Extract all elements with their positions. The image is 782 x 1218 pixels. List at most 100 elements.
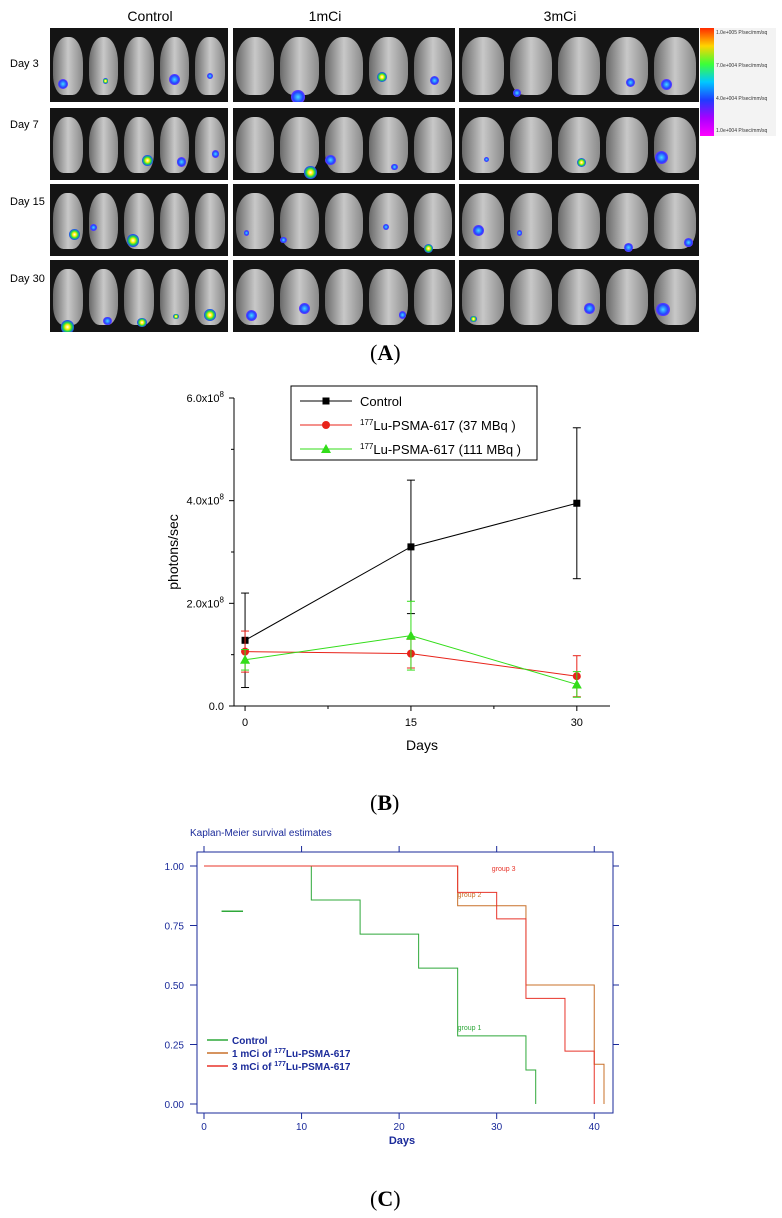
legend-label: Control bbox=[232, 1036, 268, 1047]
signal-spot bbox=[206, 72, 214, 80]
signal-spot bbox=[470, 315, 477, 323]
mouse-silhouette bbox=[413, 268, 452, 325]
signal-spot bbox=[126, 234, 140, 247]
curve-label: group 1 bbox=[458, 1025, 482, 1032]
signal-spot bbox=[516, 230, 523, 236]
y-tick-label: 0.25 bbox=[165, 1041, 185, 1052]
mouse-silhouette bbox=[369, 116, 408, 173]
signal-spot bbox=[103, 316, 112, 326]
signal-spot bbox=[280, 237, 287, 244]
panel-label-b: (B) bbox=[370, 790, 400, 815]
y-tick-label: 0.50 bbox=[165, 981, 185, 992]
curve-label: group 2 bbox=[458, 892, 482, 899]
x-tick-label: 40 bbox=[589, 1122, 601, 1133]
panel-label-c: (C) bbox=[370, 1186, 401, 1211]
legend-label: 177Lu-PSMA-617 (111 MBq ) bbox=[360, 442, 521, 457]
x-tick-label: 10 bbox=[296, 1122, 308, 1133]
row-label-day3: Day 3 bbox=[10, 58, 39, 70]
signal-spot bbox=[169, 73, 181, 85]
x-tick-label: 20 bbox=[394, 1122, 406, 1133]
signal-spot bbox=[577, 157, 587, 167]
panel-a-imaging: Control 1mCi 3mCi Day 3 Day 7 Day 15 Day… bbox=[0, 0, 782, 365]
data-point bbox=[571, 679, 582, 689]
mouse-silhouette bbox=[510, 268, 552, 325]
signal-spot bbox=[623, 243, 633, 253]
x-tick-label: 15 bbox=[405, 717, 417, 729]
mouse-silhouette bbox=[324, 192, 364, 249]
mouse-silhouette bbox=[462, 116, 504, 173]
y-axis-label: photons/sec bbox=[165, 514, 181, 590]
mouse-silhouette bbox=[324, 268, 364, 325]
signal-spot bbox=[429, 76, 439, 86]
mouse-silhouette bbox=[510, 192, 552, 249]
mouse-image-cell bbox=[50, 260, 228, 332]
mouse-silhouette bbox=[236, 36, 275, 95]
mouse-image-cell bbox=[459, 28, 699, 102]
x-tick-label: 0 bbox=[242, 717, 248, 729]
mouse-silhouette bbox=[280, 116, 319, 173]
signal-spot bbox=[584, 303, 595, 314]
signal-spot bbox=[57, 78, 68, 89]
legend-box bbox=[290, 385, 538, 461]
row-label-day15: Day 15 bbox=[10, 196, 45, 208]
signal-spot bbox=[102, 77, 109, 84]
signal-spot bbox=[90, 224, 97, 231]
mouse-silhouette bbox=[280, 268, 319, 325]
signal-spot bbox=[245, 309, 258, 322]
signal-spot bbox=[660, 78, 672, 90]
mouse-silhouette bbox=[369, 192, 408, 249]
curve-label: group 3 bbox=[492, 866, 516, 873]
mouse-image-cell bbox=[233, 260, 455, 332]
column-header-3mci: 3mCi bbox=[543, 8, 577, 24]
x-tick-label: 30 bbox=[571, 717, 583, 729]
x-tick-label: 30 bbox=[491, 1122, 503, 1133]
chart-title: Kaplan-Meier survival estimates bbox=[190, 828, 332, 839]
mouse-silhouette bbox=[159, 36, 190, 95]
mouse-silhouette bbox=[236, 116, 275, 173]
y-tick-label: 0.00 bbox=[165, 1100, 185, 1111]
mouse-silhouette bbox=[124, 268, 154, 325]
y-tick-label: 1.00 bbox=[165, 862, 185, 873]
mouse-image-cell bbox=[459, 260, 699, 332]
signal-spot bbox=[68, 228, 81, 240]
scale-label: 4.0e+004 P/sec/mm/sq bbox=[716, 96, 768, 102]
signal-spot bbox=[473, 225, 484, 237]
data-point bbox=[240, 654, 251, 664]
mouse-silhouette bbox=[124, 36, 154, 95]
mouse-silhouette bbox=[88, 116, 119, 173]
mouse-silhouette bbox=[88, 268, 119, 325]
series-2 bbox=[240, 600, 582, 698]
signal-spot bbox=[390, 163, 398, 171]
mouse-silhouette bbox=[236, 192, 275, 249]
data-point bbox=[407, 543, 415, 551]
signal-spot bbox=[304, 166, 317, 179]
mouse-image-cell bbox=[50, 28, 228, 102]
y-tick-label: 0.75 bbox=[165, 922, 185, 933]
signal-spot bbox=[423, 243, 433, 253]
legend-marker bbox=[322, 421, 330, 429]
mouse-silhouette bbox=[558, 268, 600, 325]
mouse-silhouette bbox=[558, 192, 600, 249]
mouse-image-cell bbox=[50, 108, 228, 180]
mouse-silhouette bbox=[606, 268, 648, 325]
data-point bbox=[405, 630, 416, 640]
column-header-1mci: 1mCi bbox=[308, 8, 342, 24]
signal-spot bbox=[398, 310, 407, 319]
signal-spot bbox=[298, 303, 310, 315]
survival-curve bbox=[204, 865, 537, 1104]
signal-spot bbox=[173, 313, 179, 320]
mouse-silhouette bbox=[195, 192, 225, 249]
mouse-silhouette bbox=[510, 116, 552, 173]
mouse-image-cell bbox=[233, 108, 455, 180]
x-axis-label: Days bbox=[389, 1135, 415, 1147]
mouse-silhouette bbox=[53, 268, 83, 325]
mouse-silhouette bbox=[53, 192, 83, 249]
signal-spot bbox=[211, 150, 220, 158]
mouse-image-cell bbox=[233, 28, 455, 102]
signal-spot bbox=[60, 320, 74, 332]
x-axis-label: Days bbox=[406, 737, 438, 753]
data-point bbox=[573, 499, 581, 507]
y-tick-label: 2.0x108 bbox=[187, 595, 225, 610]
mouse-silhouette bbox=[606, 116, 648, 173]
signal-spot bbox=[654, 150, 668, 164]
